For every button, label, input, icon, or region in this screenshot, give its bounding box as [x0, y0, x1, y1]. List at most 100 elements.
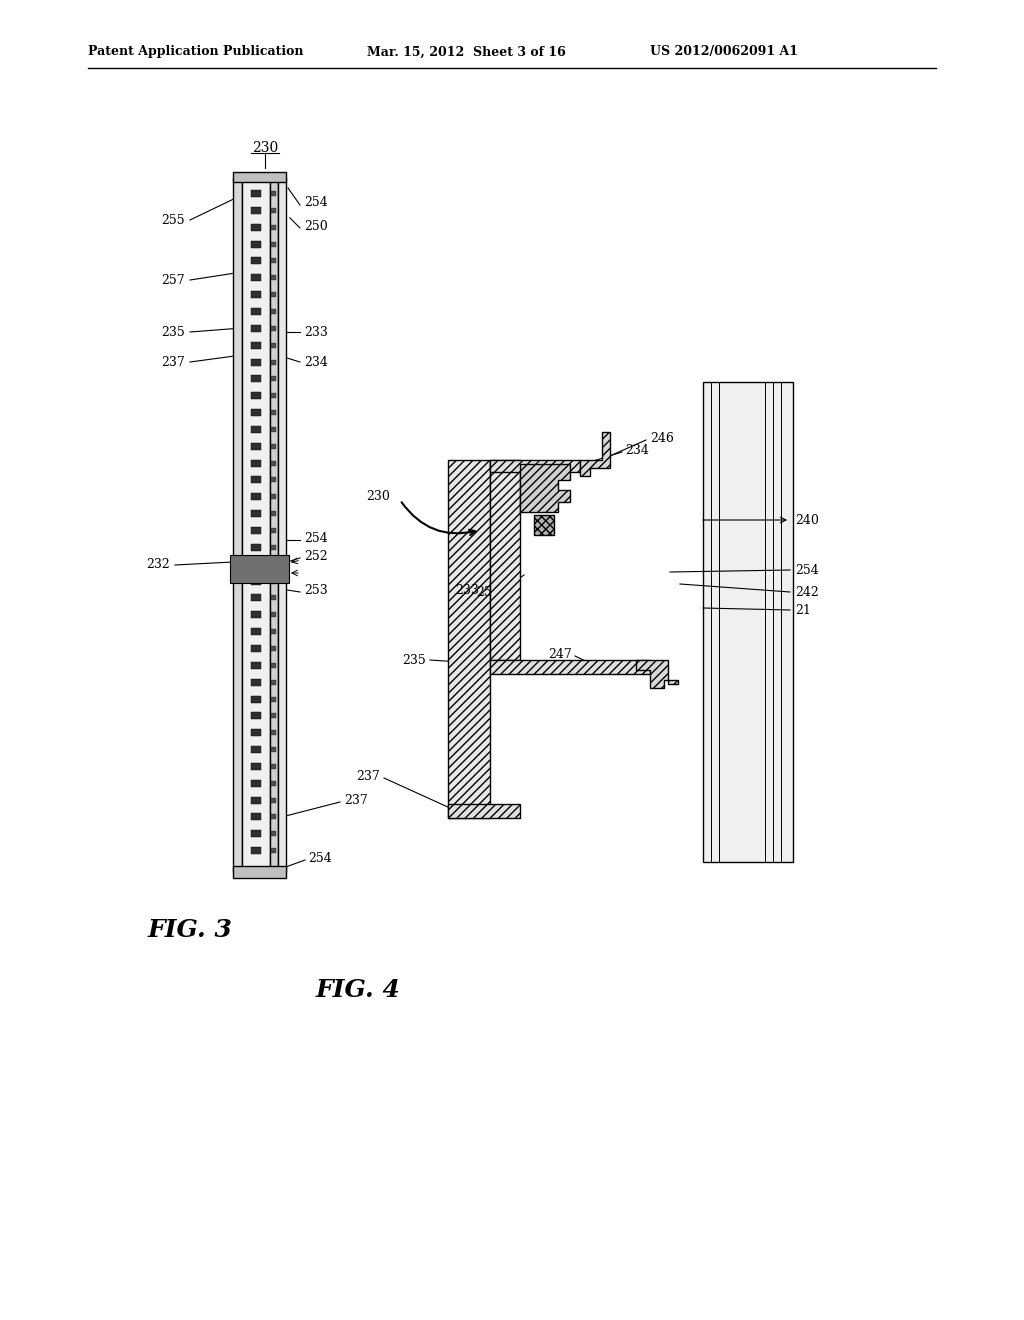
Text: 235: 235	[161, 326, 185, 338]
Text: 250: 250	[476, 586, 500, 599]
Bar	[251, 645, 261, 652]
Bar	[271, 224, 276, 230]
Bar	[251, 578, 261, 585]
Bar	[271, 207, 276, 213]
Bar	[271, 832, 276, 837]
Bar	[251, 561, 261, 568]
Text: 237: 237	[356, 770, 380, 783]
Bar	[449, 459, 490, 818]
Bar	[271, 292, 276, 297]
Bar	[251, 207, 261, 214]
Text: 257: 257	[162, 273, 185, 286]
Text: 250: 250	[304, 219, 328, 232]
Bar	[271, 528, 276, 533]
Bar	[271, 645, 276, 651]
Bar	[271, 630, 276, 634]
Bar	[490, 660, 650, 675]
Bar	[271, 376, 276, 381]
Bar	[251, 763, 261, 770]
Bar	[271, 814, 276, 820]
Bar	[251, 477, 261, 483]
Text: 234: 234	[304, 355, 328, 368]
Bar	[271, 849, 276, 853]
Bar	[271, 747, 276, 752]
Bar	[490, 459, 520, 660]
Bar	[271, 478, 276, 482]
Text: 253: 253	[304, 583, 328, 597]
Text: FIG. 3: FIG. 3	[148, 917, 232, 942]
Bar	[251, 342, 261, 348]
Bar	[271, 242, 276, 247]
Text: 254: 254	[304, 532, 328, 544]
Bar	[251, 223, 261, 231]
Polygon shape	[636, 660, 678, 688]
Text: US 2012/0062091 A1: US 2012/0062091 A1	[650, 45, 798, 58]
Bar	[233, 178, 242, 873]
Bar	[233, 866, 286, 878]
Text: 237: 237	[161, 355, 185, 368]
Bar	[251, 308, 261, 315]
Bar	[251, 696, 261, 702]
Bar	[271, 191, 276, 195]
Bar	[251, 442, 261, 450]
Bar	[490, 459, 580, 473]
Bar	[271, 411, 276, 414]
Bar	[251, 426, 261, 433]
Bar	[251, 257, 261, 264]
Bar	[251, 292, 261, 298]
Bar	[251, 678, 261, 685]
Bar	[251, 830, 261, 837]
Bar	[251, 713, 261, 719]
Bar	[270, 178, 278, 873]
Bar	[251, 813, 261, 821]
Bar	[703, 381, 793, 862]
Bar	[534, 515, 554, 535]
Text: 254: 254	[308, 851, 332, 865]
Text: 244: 244	[512, 495, 536, 508]
Bar	[271, 309, 276, 314]
Text: 247: 247	[548, 648, 572, 660]
Bar	[271, 545, 276, 550]
Text: 254: 254	[304, 195, 328, 209]
Bar	[271, 326, 276, 331]
Bar	[271, 764, 276, 768]
Polygon shape	[520, 465, 570, 512]
Bar	[251, 240, 261, 248]
Bar	[251, 459, 261, 466]
Bar	[251, 847, 261, 854]
Text: 233: 233	[304, 326, 328, 338]
Text: 235: 235	[402, 653, 426, 667]
Text: Patent Application Publication: Patent Application Publication	[88, 45, 303, 58]
Polygon shape	[580, 432, 610, 477]
Bar	[271, 259, 276, 264]
Text: 230: 230	[252, 141, 279, 154]
Bar	[271, 595, 276, 601]
Text: 237: 237	[344, 793, 368, 807]
Bar	[271, 663, 276, 668]
Bar	[271, 494, 276, 499]
Bar	[251, 628, 261, 635]
Text: 233: 233	[455, 583, 479, 597]
Bar	[271, 797, 276, 803]
Bar	[271, 511, 276, 516]
Text: 232: 232	[146, 558, 170, 572]
Bar	[230, 554, 289, 583]
Bar	[271, 730, 276, 735]
Text: 254: 254	[795, 564, 819, 577]
Bar	[251, 611, 261, 618]
Text: 240: 240	[795, 513, 819, 527]
Bar	[271, 713, 276, 718]
Bar	[271, 562, 276, 566]
Bar	[251, 325, 261, 331]
Text: 230: 230	[367, 491, 390, 503]
Bar	[251, 392, 261, 399]
Bar	[271, 426, 276, 432]
Bar	[251, 275, 261, 281]
Bar	[271, 780, 276, 785]
Text: 21: 21	[795, 603, 811, 616]
Bar	[251, 661, 261, 669]
Text: 234: 234	[625, 444, 649, 457]
Bar	[251, 594, 261, 602]
Bar	[271, 444, 276, 449]
Bar	[233, 172, 286, 182]
